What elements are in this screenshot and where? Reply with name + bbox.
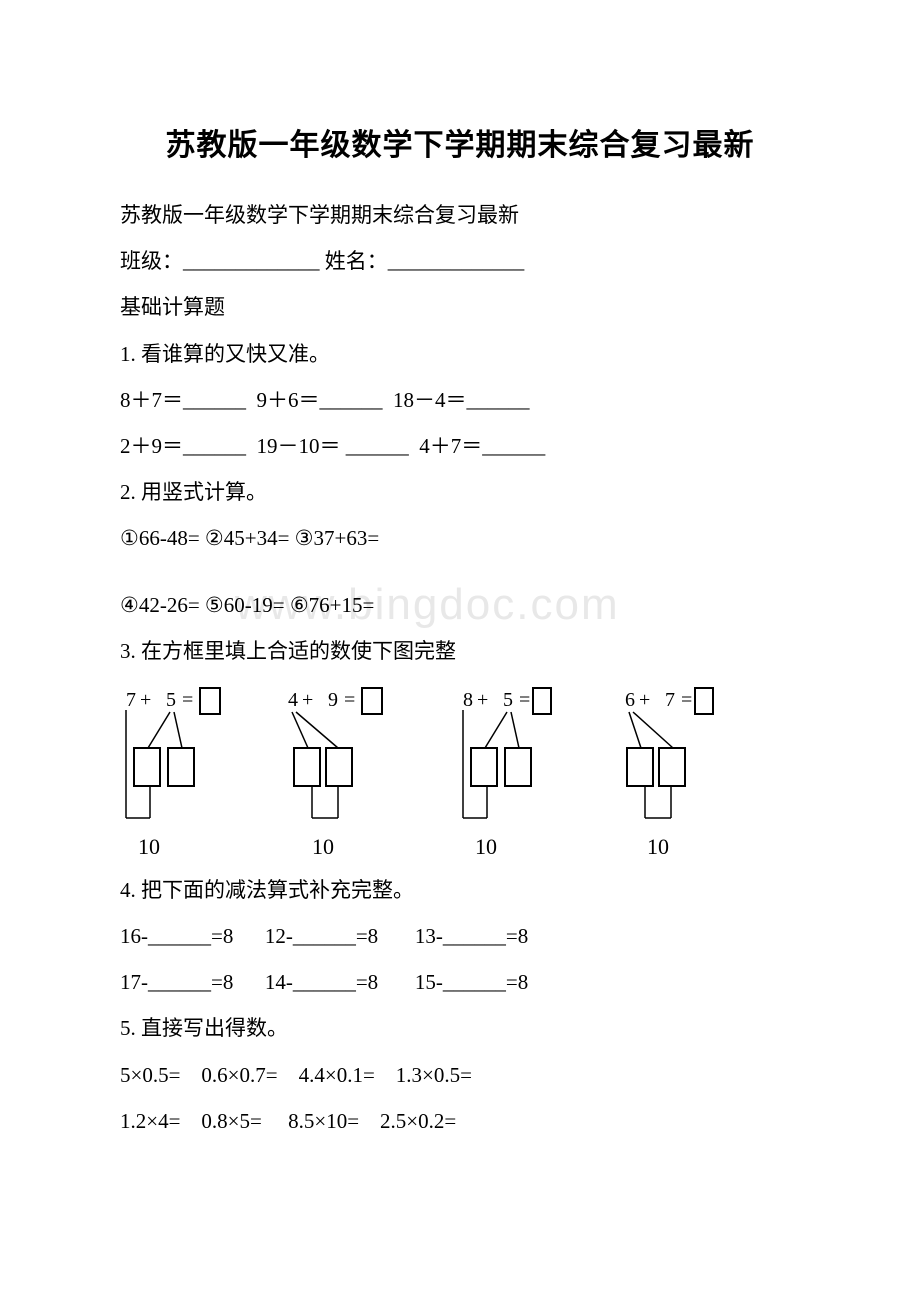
subtitle: 苏教版一年级数学下学期期末综合复习最新 — [120, 192, 800, 238]
d1-split-r — [174, 712, 182, 748]
q1-row2: 2＋9＝______ 19－10＝ ______ 4＋7＝______ — [120, 423, 800, 469]
d4-box-r — [659, 748, 685, 786]
q2-prompt: 2. 用竖式计算。 — [120, 469, 800, 515]
q1-prompt: 1. 看谁算的又快又准。 — [120, 331, 800, 377]
q5-prompt: 5. 直接写出得数。 — [120, 1005, 800, 1051]
diagram-4: 6 + 7 = 10 — [605, 686, 760, 861]
d3-box-r — [505, 748, 531, 786]
d2-b: 9 — [328, 689, 338, 711]
d1-box-l — [134, 748, 160, 786]
d2-foot: 10 — [312, 834, 334, 859]
d3-split-l — [485, 712, 507, 748]
q4-row2: 17-______=8 14-______=8 15-______=8 — [120, 959, 800, 1005]
d2-a: 4 — [288, 689, 298, 711]
q5-row2: 1.2×4= 0.8×5= 8.5×10= 2.5×0.2= — [120, 1098, 800, 1144]
q2-row2: ④42-26= ⑤60-19= ⑥76+15= — [120, 582, 800, 628]
q4-prompt: 4. 把下面的减法算式补充完整。 — [120, 867, 800, 913]
d2-box-l — [294, 748, 320, 786]
d1-b: 5 — [166, 689, 176, 711]
q3-prompt: 3. 在方框里填上合适的数使下图完整 — [120, 628, 800, 674]
d1-op: + — [140, 689, 151, 711]
d4-foot: 10 — [647, 834, 669, 859]
d1-result-box — [200, 688, 220, 714]
d1-split-l — [148, 712, 170, 748]
page-content: 苏教版一年级数学下学期期末综合复习最新 苏教版一年级数学下学期期末综合复习最新 … — [120, 120, 800, 1144]
diagram-3: 8 + 5 = 10 — [443, 686, 598, 861]
name-label: 姓名： — [320, 249, 388, 273]
class-blank: _____________ — [183, 249, 320, 273]
d3-foot: 10 — [475, 834, 497, 859]
class-name-row: 班级：_____________ 姓名：_____________ — [120, 238, 800, 284]
d1-a: 7 — [126, 689, 136, 711]
d3-eq: = — [519, 689, 530, 711]
d1-eq: = — [182, 689, 193, 711]
diagram-1-svg: 7 + 5 = 10 — [120, 686, 275, 861]
d3-box-l — [471, 748, 497, 786]
d2-box-r — [326, 748, 352, 786]
diagram-4-svg: 6 + 7 = 10 — [605, 686, 760, 861]
d3-split-r — [511, 712, 519, 748]
d2-hidden3 — [334, 710, 354, 746]
q3-diagrams: 7 + 5 = 10 4 + 9 = — [120, 686, 760, 861]
d4-op: + — [639, 689, 650, 711]
page-title: 苏教版一年级数学下学期期末综合复习最新 — [120, 120, 800, 164]
diagram-3-svg: 8 + 5 = 10 — [443, 686, 598, 861]
d1-box-r — [168, 748, 194, 786]
d4-eq: = — [681, 689, 692, 711]
d3-b: 5 — [503, 689, 513, 711]
d2-split-l — [292, 712, 308, 748]
d4-a: 6 — [625, 689, 635, 711]
q2-gap — [120, 562, 800, 582]
d3-a: 8 — [463, 689, 473, 711]
d3-result-box — [533, 688, 551, 714]
diagram-1: 7 + 5 = 10 — [120, 686, 275, 861]
d4-b: 7 — [665, 689, 675, 711]
d2-result-box — [362, 688, 382, 714]
d4-result-box — [695, 688, 713, 714]
d3-op: + — [477, 689, 488, 711]
d2-split-r — [296, 712, 338, 748]
d1-foot: 10 — [138, 834, 160, 859]
diagram-2: 4 + 9 = 10 — [282, 686, 437, 861]
q5-row1: 5×0.5= 0.6×0.7= 4.4×0.1= 1.3×0.5= — [120, 1052, 800, 1098]
diagram-2-svg: 4 + 9 = 10 — [282, 686, 437, 861]
d4-box-l — [627, 748, 653, 786]
class-label: 班级： — [120, 249, 183, 273]
d2-op: + — [302, 689, 313, 711]
d2-eq: = — [344, 689, 355, 711]
name-blank: _____________ — [388, 249, 525, 273]
q1-row1: 8＋7＝______ 9＋6＝______ 18－4＝______ — [120, 377, 800, 423]
subtitle-text: 苏教版一年级数学下学期期末综合复习最新 — [120, 203, 519, 227]
q2-row1: ①66-48= ②45+34= ③37+63= — [120, 515, 800, 561]
section-heading: 基础计算题 — [120, 284, 800, 330]
q4-row1: 16-______=8 12-______=8 13-______=8 — [120, 913, 800, 959]
